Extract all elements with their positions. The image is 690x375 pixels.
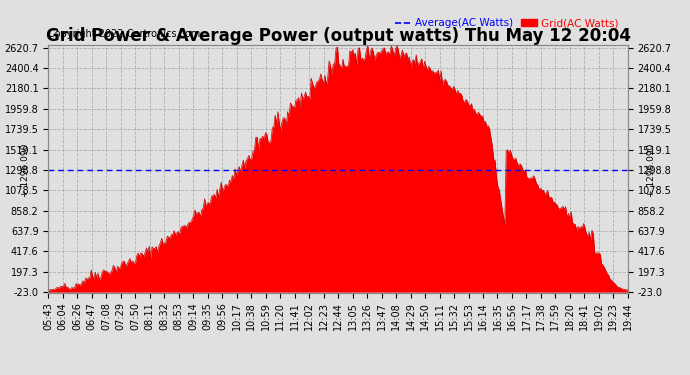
Legend: Average(AC Watts), Grid(AC Watts): Average(AC Watts), Grid(AC Watts) bbox=[391, 14, 622, 33]
Text: Copyright 2022 Cartronics.com: Copyright 2022 Cartronics.com bbox=[48, 29, 201, 39]
Title: Grid Power & Average Power (output watts) Thu May 12 20:04: Grid Power & Average Power (output watts… bbox=[46, 27, 631, 45]
Text: + 1296.090: + 1296.090 bbox=[647, 144, 656, 197]
Text: + 1296.090: + 1296.090 bbox=[21, 144, 30, 197]
